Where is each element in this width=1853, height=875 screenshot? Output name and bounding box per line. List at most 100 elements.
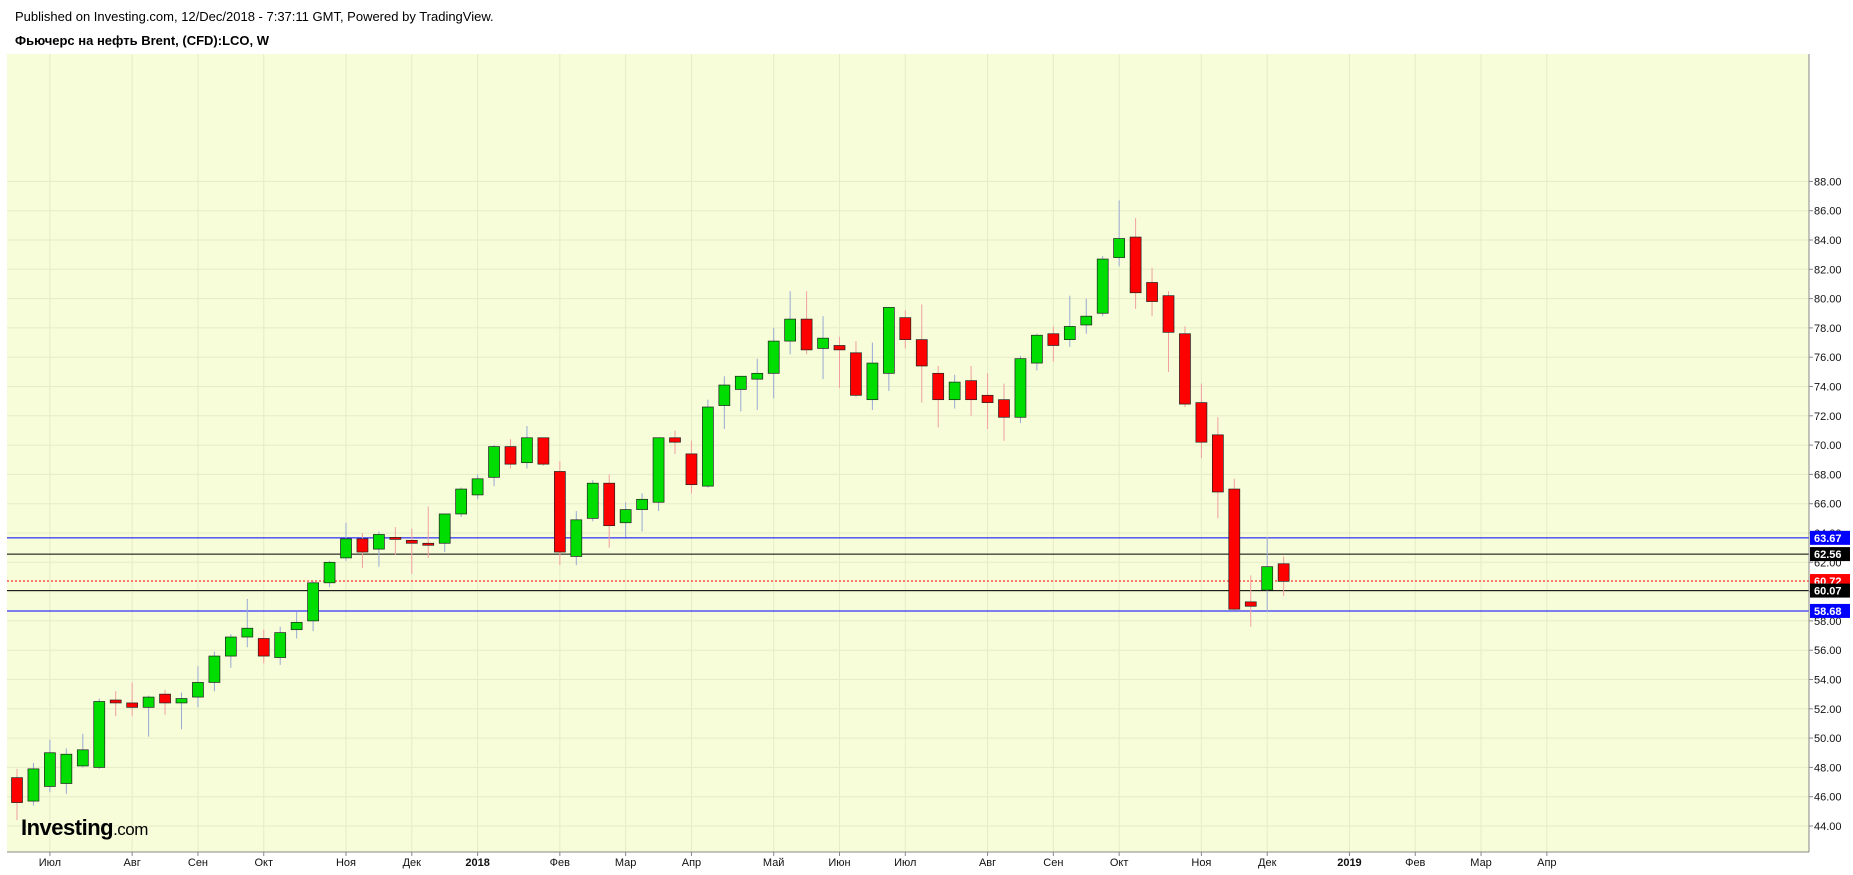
candles[interactable] (11, 200, 1290, 821)
x-tick-label: Май (763, 857, 785, 869)
x-tick-label: Дек (403, 857, 422, 869)
y-tick-label: 66.00 (1814, 499, 1842, 511)
candle-body (932, 372, 945, 401)
candle-body (76, 749, 89, 767)
x-tick-label: Сен (1043, 857, 1063, 869)
y-tick-label: 88.00 (1814, 176, 1842, 188)
y-tick-label: 68.00 (1814, 469, 1842, 481)
candle-body (373, 534, 385, 550)
candle-body (1261, 566, 1274, 591)
candle-body (1277, 563, 1290, 582)
candle-body (274, 632, 287, 658)
x-tick-label: Ноя (336, 857, 356, 869)
y-tick-label: 72.00 (1814, 411, 1842, 423)
candle-body (586, 482, 599, 519)
x-tick-label: Июн (828, 857, 850, 869)
candle-body (1014, 358, 1027, 418)
candle-body (685, 453, 698, 486)
x-tick-label: Окт (254, 857, 273, 869)
published-caption: Published on Investing.com, 12/Dec/2018 … (15, 9, 494, 24)
candle-body (702, 406, 714, 487)
candle-body (504, 446, 517, 465)
level-badge-label: 63.67 (1814, 533, 1842, 545)
candle-body (899, 317, 912, 340)
candle-body (1244, 601, 1257, 607)
candle-body (356, 538, 369, 553)
candle-body (488, 446, 500, 478)
candle-body (948, 381, 961, 401)
candle-body (208, 655, 221, 683)
candle-body (521, 437, 533, 464)
candle-body (1096, 258, 1109, 314)
candle-body (784, 318, 797, 342)
candle-body (1031, 334, 1043, 364)
candle-body (998, 399, 1010, 418)
x-tick-label: 2018 (465, 857, 489, 869)
y-tick-label: 56.00 (1814, 645, 1842, 657)
chart-symbol-title: Фьючерс на нефть Brent, (CFD):LCO, W (15, 33, 270, 48)
candle-body (652, 437, 665, 503)
candle-body (27, 768, 40, 802)
candle-body (915, 339, 928, 367)
candle-body (340, 538, 352, 559)
level-badge-label: 60.07 (1814, 586, 1842, 598)
x-tick-label: Апр (1537, 857, 1556, 869)
y-tick-label: 46.00 (1814, 792, 1842, 804)
candle-body (850, 352, 862, 396)
candle-body (1211, 434, 1224, 493)
logo-main: Investing (21, 815, 114, 840)
candle-body (142, 696, 155, 708)
candle-body (422, 542, 435, 546)
y-axis[interactable]: 44.00 46.00 48.00 50.00 52.00 54.00 56.00 58.00… (1809, 176, 1842, 833)
candle-body (192, 682, 204, 698)
candle-body (405, 539, 418, 544)
candle-body (159, 693, 171, 704)
candle-body (1162, 295, 1175, 333)
x-tick-label: Фев (550, 857, 570, 869)
candle-body (1146, 282, 1158, 302)
candle-body (1047, 333, 1060, 346)
candle-body (1080, 315, 1093, 326)
candle-body (126, 702, 139, 708)
y-tick-label: 58.00 (1814, 616, 1842, 628)
candle-body (109, 699, 122, 704)
level-badge-label: 58.68 (1814, 606, 1842, 618)
y-tick-label: 76.00 (1814, 352, 1842, 364)
candle-body (553, 471, 566, 553)
level-badge (1810, 547, 1850, 562)
x-tick-label: Мар (615, 857, 637, 869)
candle-body (1063, 326, 1076, 340)
candle-body (1228, 488, 1241, 610)
y-tick-label: 48.00 (1814, 762, 1842, 774)
candle-body (718, 384, 731, 406)
x-tick-label: Окт (1110, 857, 1129, 869)
x-tick-label: 2019 (1337, 857, 1361, 869)
x-tick-label: Апр (682, 857, 701, 869)
level-badge (1810, 583, 1850, 598)
candle-body (817, 337, 829, 349)
candle-body (866, 362, 879, 401)
candle-body (751, 372, 764, 380)
candle-body (257, 638, 270, 657)
x-tick-label: Дек (1258, 857, 1277, 869)
candle-body (455, 488, 467, 515)
x-tick-label: Мар (1470, 857, 1492, 869)
candle-body (241, 627, 254, 638)
candle-body (1113, 238, 1126, 258)
x-axis[interactable]: Июл Авг Сен Окт Ноя Дек 2018 Фев Мар Апр Май Июн Июл… (39, 852, 1557, 869)
candle-body (619, 509, 632, 524)
candle-body (882, 307, 895, 374)
candle-body (965, 380, 977, 401)
candle-body (93, 701, 106, 768)
candle-body (734, 375, 747, 390)
x-tick-label: Сен (188, 857, 208, 869)
x-tick-label: Июл (39, 857, 61, 869)
candle-body (570, 519, 583, 557)
candle-body (1179, 333, 1191, 405)
investing-logo: Investing.com (21, 815, 148, 841)
candle-body (471, 478, 484, 496)
candle-body (438, 513, 451, 544)
y-tick-label: 74.00 (1814, 382, 1842, 394)
